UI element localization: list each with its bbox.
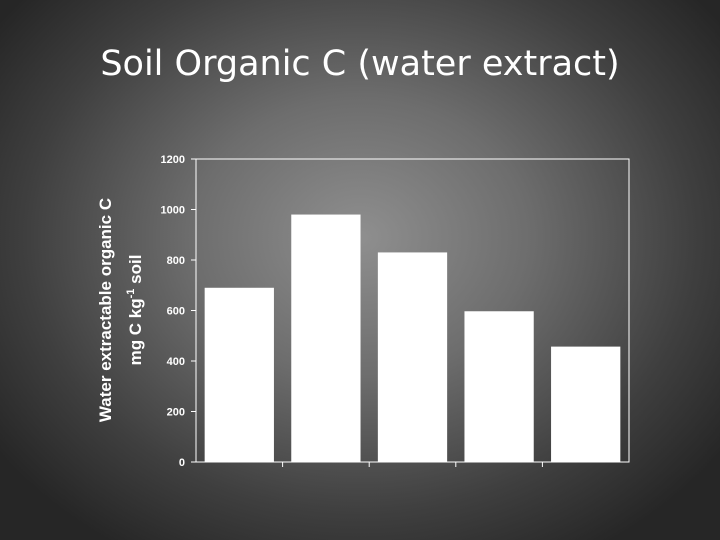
y-axis-label-suffix: soil [126, 255, 145, 289]
y-tick-label-800: 800 [167, 255, 185, 267]
y-axis-label-line2: mg C kg-1 soil [125, 255, 145, 366]
y-tick-label-1200: 1200 [161, 154, 185, 166]
y-tick-label-400: 400 [167, 356, 185, 368]
y-tick-label-0: 0 [179, 457, 185, 469]
y-ticks-group: 0 200 400 600 800 1000 1200 [161, 154, 196, 469]
bar-4 [464, 311, 534, 462]
y-axis-label-unit: mg C kg [126, 298, 145, 365]
bar-1 [204, 287, 274, 462]
y-tick-label-200: 200 [167, 407, 185, 419]
bar-5 [551, 346, 621, 462]
y-axis-label-line1: Water extractable organic C [96, 198, 115, 422]
y-axis-label-exponent: -1 [125, 289, 137, 299]
y-tick-label-1000: 1000 [161, 205, 185, 217]
slide-title: Soil Organic C (water extract) [100, 44, 620, 84]
y-tick-label-600: 600 [167, 306, 185, 318]
bar-3 [377, 252, 448, 462]
bars-group [204, 214, 621, 462]
bar-2 [291, 214, 361, 462]
